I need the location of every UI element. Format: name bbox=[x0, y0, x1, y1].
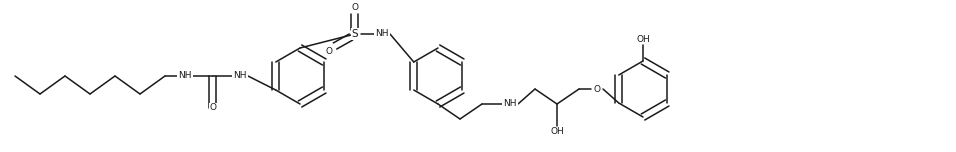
Text: O: O bbox=[594, 85, 600, 93]
Text: OH: OH bbox=[636, 35, 650, 43]
Text: NH: NH bbox=[233, 71, 247, 81]
Text: O: O bbox=[352, 3, 358, 12]
Text: O: O bbox=[325, 47, 333, 55]
Text: NH: NH bbox=[376, 29, 389, 38]
Text: NH: NH bbox=[178, 71, 192, 81]
Text: NH: NH bbox=[503, 100, 517, 109]
Text: S: S bbox=[352, 29, 358, 39]
Text: O: O bbox=[209, 104, 216, 112]
Text: OH: OH bbox=[550, 128, 564, 136]
